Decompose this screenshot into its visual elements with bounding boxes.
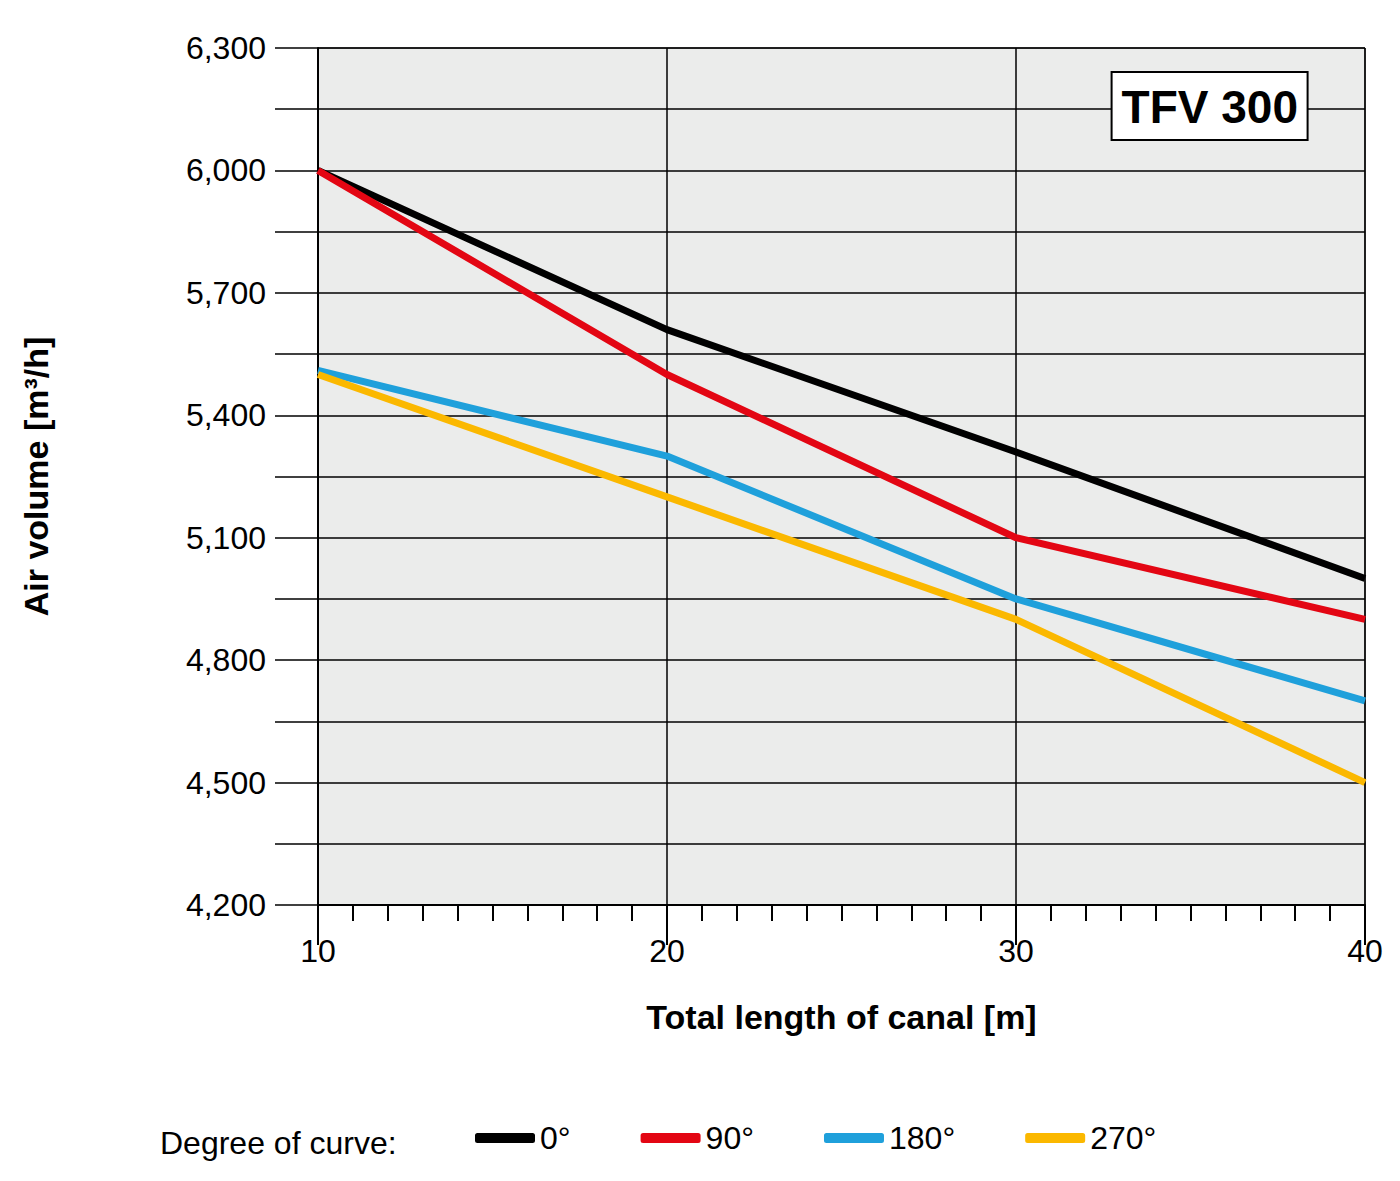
svg-text:TFV 300: TFV 300 — [1122, 81, 1298, 133]
svg-text:5,700: 5,700 — [186, 275, 266, 311]
svg-text:4,200: 4,200 — [186, 887, 266, 923]
svg-text:Total length of canal [m]: Total length of canal [m] — [646, 998, 1036, 1036]
svg-text:Air volume [m³/h]: Air volume [m³/h] — [17, 337, 55, 617]
svg-text:4,800: 4,800 — [186, 642, 266, 678]
svg-text:5,100: 5,100 — [186, 520, 266, 556]
svg-text:6,000: 6,000 — [186, 152, 266, 188]
svg-text:4,500: 4,500 — [186, 765, 266, 801]
svg-text:5,400: 5,400 — [186, 397, 266, 433]
svg-text:90°: 90° — [706, 1120, 754, 1156]
svg-text:10: 10 — [300, 933, 336, 969]
svg-text:6,300: 6,300 — [186, 30, 266, 66]
svg-text:Degree of curve:: Degree of curve: — [160, 1125, 397, 1161]
svg-text:180°: 180° — [889, 1120, 955, 1156]
svg-text:0°: 0° — [540, 1120, 571, 1156]
svg-text:40: 40 — [1347, 933, 1383, 969]
svg-text:30: 30 — [998, 933, 1034, 969]
svg-text:270°: 270° — [1090, 1120, 1156, 1156]
svg-text:20: 20 — [649, 933, 685, 969]
